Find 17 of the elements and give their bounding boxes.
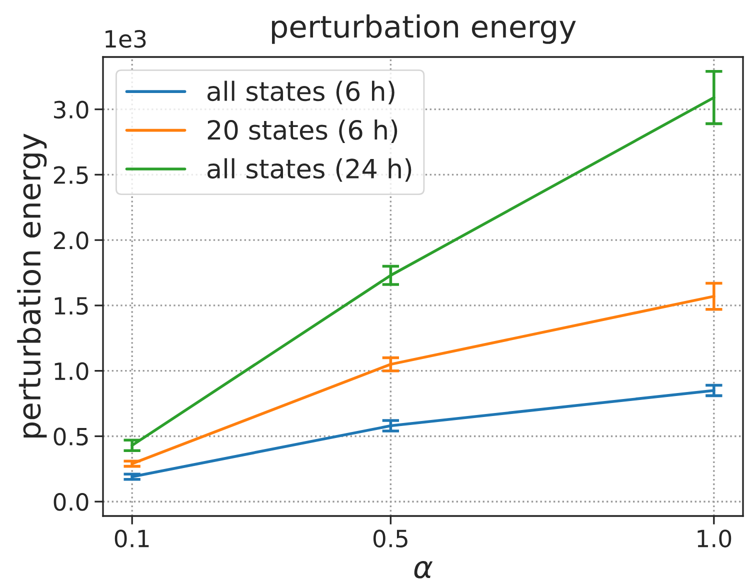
legend-label: 20 states (6 h) xyxy=(208,119,398,144)
y-tick-label: 3.0 xyxy=(54,100,88,119)
y-tick-label: 2.0 xyxy=(54,232,88,250)
y-tick-label: 1.0 xyxy=(54,362,88,380)
x-tick-label: 1.0 xyxy=(698,530,732,548)
y-tick-label: 0.0 xyxy=(54,493,88,511)
text: 1e3 xyxy=(106,30,146,48)
legend-label: all states (6 h) xyxy=(208,80,394,104)
x-tick-label: 0.1 xyxy=(114,530,149,548)
x-tick-label: 0.5 xyxy=(373,530,408,548)
y-tick-label: 1.5 xyxy=(54,297,88,315)
y-tick-label: 0.5 xyxy=(54,428,88,446)
y-axis-title: perturbation energy xyxy=(17,134,47,438)
legend-label: all states (24 h) xyxy=(208,158,412,182)
x-axis-title: α xyxy=(414,560,433,578)
y-tick-label: 2.5 xyxy=(54,166,88,184)
chart-title: perturbation energy xyxy=(272,14,576,44)
